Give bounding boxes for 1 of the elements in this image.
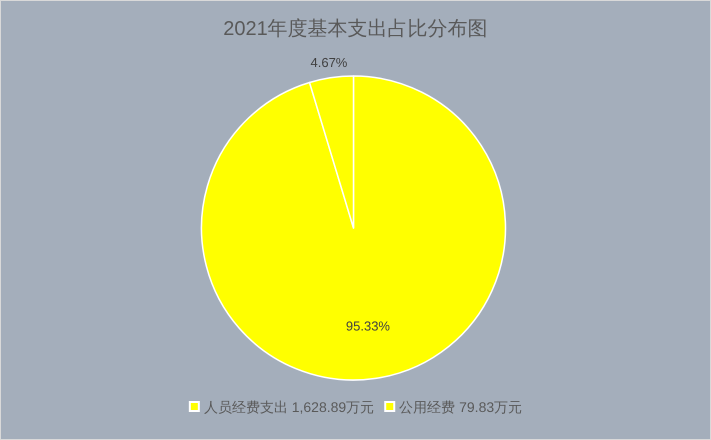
chart-title: 2021年度基本支出占比分布图	[223, 18, 488, 40]
